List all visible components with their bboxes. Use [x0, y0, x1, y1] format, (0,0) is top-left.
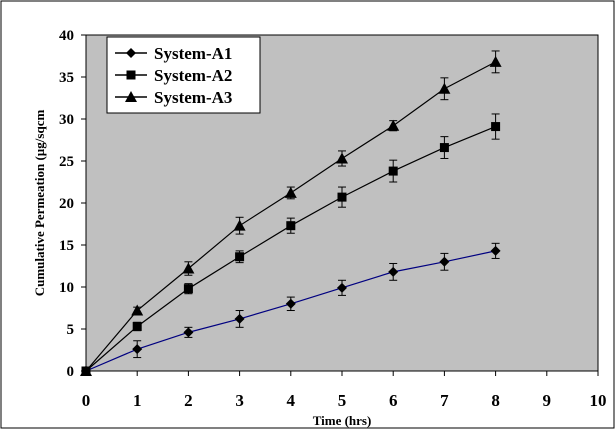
data-point	[183, 327, 194, 338]
series-system-a2	[81, 113, 501, 376]
x-tick-label: 6	[389, 391, 398, 410]
y-tick-label: 0	[67, 364, 75, 380]
data-point	[132, 344, 143, 355]
data-point	[438, 82, 451, 94]
y-tick-label: 15	[59, 238, 74, 254]
x-tick-label: 9	[543, 391, 552, 410]
data-point	[337, 192, 347, 202]
data-point	[233, 219, 246, 231]
x-tick-label: 0	[82, 391, 91, 410]
y-tick-label: 25	[59, 154, 74, 170]
x-tick-label: 3	[235, 391, 244, 410]
legend-marker	[126, 70, 136, 80]
data-point	[489, 55, 502, 67]
data-point	[182, 262, 195, 274]
axis-ticks: 0 1 2 3 4 5 6 7 8 9 10 0 5 10 15 20 25 30 35 40	[59, 28, 607, 410]
y-tick-label: 35	[59, 70, 74, 86]
x-axis-title: Time (hrs)	[313, 413, 372, 428]
data-point	[388, 166, 398, 176]
series-system-a3	[80, 50, 502, 376]
legend-marker	[126, 48, 136, 58]
data-point	[336, 152, 348, 164]
legend: System-A1 System-A2 System-A3	[106, 36, 261, 114]
legend-label: System-A3	[154, 88, 232, 107]
data-point	[387, 119, 400, 131]
data-point	[388, 266, 399, 277]
x-tick-label: 4	[287, 391, 296, 410]
x-tick-label: 7	[440, 391, 449, 410]
data-point	[439, 143, 449, 153]
data-point	[491, 122, 501, 132]
x-tick-label: 10	[590, 391, 607, 410]
x-tick-label: 1	[133, 391, 142, 410]
y-tick-label: 10	[59, 280, 74, 296]
data-point	[80, 365, 92, 376]
y-axis-title: Cumulative Permeation (µg/sqcm	[32, 110, 47, 297]
data-point	[132, 321, 142, 331]
y-tick-label: 40	[59, 28, 74, 44]
y-tick-label: 20	[59, 196, 74, 212]
legend-label: System-A1	[154, 44, 232, 63]
data-point	[284, 186, 297, 198]
x-tick-label: 8	[491, 391, 500, 410]
x-tick-label: 2	[184, 391, 193, 410]
series-layer	[80, 50, 502, 376]
data-point	[183, 284, 193, 294]
data-point	[286, 221, 296, 231]
y-tick-label: 30	[59, 112, 74, 128]
data-point	[285, 298, 296, 309]
data-point	[131, 304, 144, 316]
data-point	[439, 256, 450, 267]
data-point	[234, 313, 245, 324]
y-tick-label: 5	[67, 322, 75, 338]
legend-marker	[125, 91, 137, 102]
data-point	[490, 245, 501, 256]
data-point	[235, 252, 245, 262]
x-tick-label: 5	[338, 391, 347, 410]
data-point	[337, 282, 347, 293]
legend-label: System-A2	[154, 66, 232, 85]
